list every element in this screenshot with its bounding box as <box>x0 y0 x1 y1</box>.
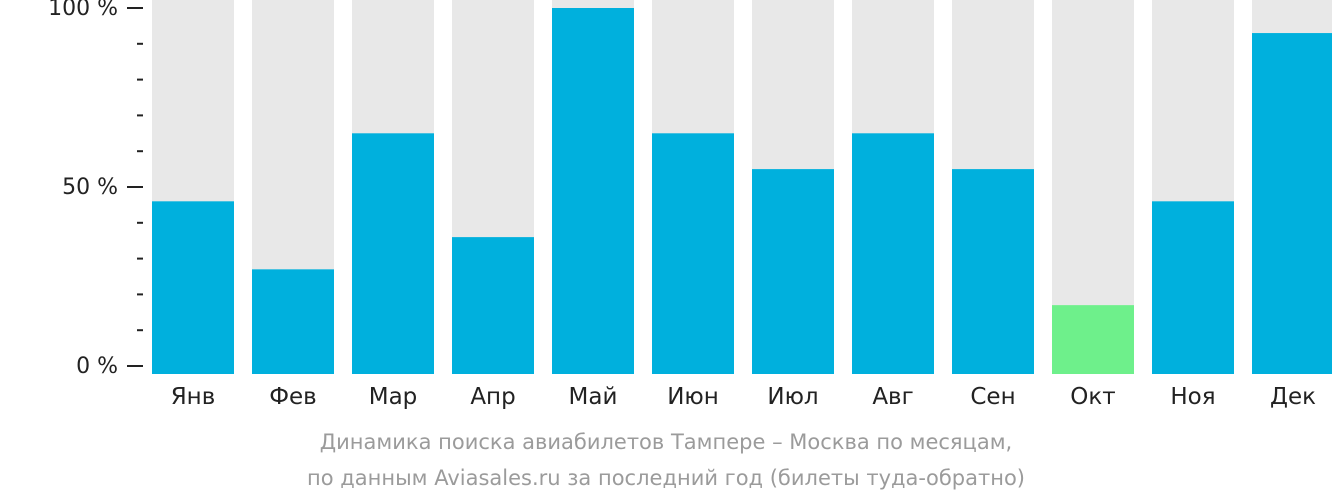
bar-Май[interactable] <box>552 8 634 374</box>
x-tick-label: Сен <box>970 384 1015 410</box>
bar-Дек[interactable] <box>1252 33 1332 375</box>
x-tick-label: Апр <box>470 384 515 410</box>
bar-Апр[interactable] <box>452 237 534 374</box>
x-tick-label: Июн <box>667 384 719 410</box>
chart-caption-line-2: по данным Aviasales.ru за последний год … <box>307 466 1025 490</box>
x-tick-label: Июл <box>767 384 818 410</box>
chart-caption-line-1: Динамика поиска авиабилетов Тампере – Мо… <box>319 430 1013 454</box>
bar-Фев[interactable] <box>252 269 334 374</box>
y-tick-label: 100 % <box>48 0 118 21</box>
y-axis: 0 % 50 % 100 % <box>48 0 143 379</box>
x-tick-label: Фев <box>269 384 317 410</box>
x-tick-label: Мар <box>369 384 418 410</box>
x-tick-label: Ноя <box>1170 384 1215 410</box>
x-tick-label: Авг <box>872 384 913 410</box>
bar-Июн[interactable] <box>652 133 734 374</box>
bar-Окт[interactable] <box>1052 305 1134 374</box>
y-tick-label: 50 % <box>62 175 118 200</box>
x-tick-label: Май <box>569 384 618 410</box>
bar-Ноя[interactable] <box>1152 201 1234 374</box>
bar-Авг[interactable] <box>852 133 934 374</box>
y-tick-label: 0 % <box>76 354 118 379</box>
bar-chart: 0 % 50 % 100 % Янв Фев Мар Апр Май Июн Июл Авг Сен… <box>48 0 1332 410</box>
bar-Янв[interactable] <box>152 201 234 374</box>
x-axis-labels: Янв Фев Мар Апр Май Июн Июл Авг Сен Окт Ноя Дек <box>171 384 1316 410</box>
x-tick-label: Дек <box>1270 384 1316 410</box>
bar-Сен[interactable] <box>952 169 1034 374</box>
bar-Июл[interactable] <box>752 169 834 374</box>
bar-Мар[interactable] <box>352 133 434 374</box>
x-tick-label: Янв <box>171 384 216 410</box>
bars <box>152 0 1332 375</box>
x-tick-label: Окт <box>1070 384 1115 410</box>
